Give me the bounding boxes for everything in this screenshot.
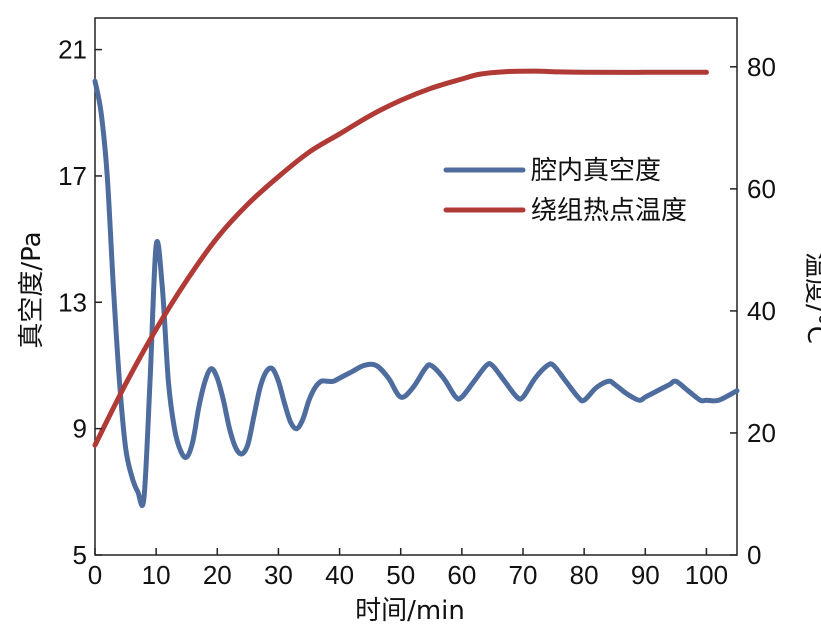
x-tick-label: 30 xyxy=(264,560,293,590)
y-axis-left-title: 真空度/Pa xyxy=(17,231,47,348)
vacuum-series-line xyxy=(92,78,740,508)
y-right-tick-label: 0 xyxy=(747,540,761,570)
ticks-layer: 0 10 20 30 40 50 60 70 80 90 100 5 9 13 17 21 0 20 40 60 80 xyxy=(58,35,776,590)
plot-border xyxy=(94,17,738,556)
x-tick-label: 70 xyxy=(509,560,538,590)
x-tick-label: 100 xyxy=(685,560,728,590)
x-tick-label: 10 xyxy=(142,560,171,590)
plot-frame xyxy=(94,17,738,556)
x-tick-label: 20 xyxy=(203,560,232,590)
y-left-tick-label: 13 xyxy=(58,287,87,317)
series-layer xyxy=(92,68,740,508)
x-tick-label: 80 xyxy=(570,560,599,590)
y-left-tick-label: 21 xyxy=(58,35,87,65)
y-left-tick-label: 17 xyxy=(58,161,87,191)
y-left-tick-label: 9 xyxy=(73,414,87,444)
legend-label: 绕组热点温度 xyxy=(531,196,687,226)
x-tick-label: 0 xyxy=(88,560,102,590)
x-tick-label: 50 xyxy=(386,560,415,590)
temperature-series-line xyxy=(92,68,709,448)
x-tick-label: 90 xyxy=(631,560,660,590)
legend-label: 腔内真空度 xyxy=(531,156,661,186)
x-axis-title: 时间/min xyxy=(355,596,465,626)
y-axis-right-title: 温度/°C xyxy=(801,252,821,344)
y-right-tick-label: 80 xyxy=(747,52,776,82)
y-right-tick-label: 40 xyxy=(747,296,776,326)
y-left-tick-label: 5 xyxy=(73,540,87,570)
y-right-tick-label: 60 xyxy=(747,174,776,204)
x-tick-label: 40 xyxy=(325,560,354,590)
y-right-tick-label: 20 xyxy=(747,418,776,448)
x-tick-label: 60 xyxy=(447,560,476,590)
